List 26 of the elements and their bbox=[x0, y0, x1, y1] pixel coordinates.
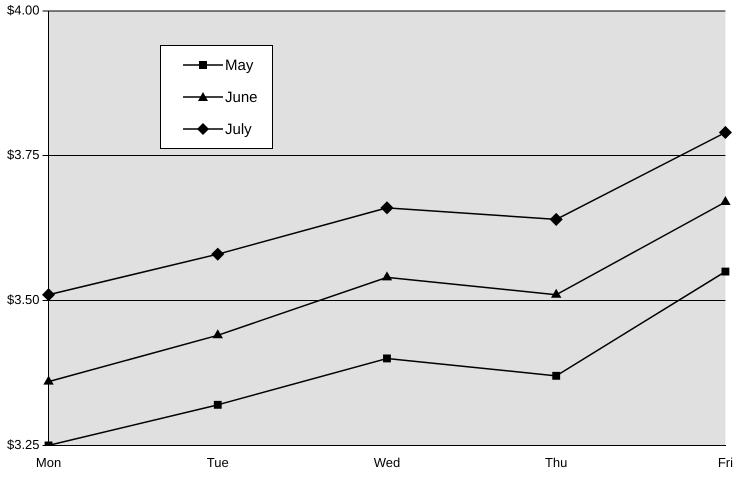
y-tick-label: $3.75 bbox=[6, 147, 40, 162]
legend-label: June bbox=[225, 88, 258, 106]
x-tick-label: Tue bbox=[206, 454, 229, 470]
point bbox=[552, 289, 561, 298]
point bbox=[44, 376, 54, 385]
x-tick-label: Mon bbox=[36, 454, 62, 470]
point bbox=[214, 400, 222, 409]
y-tick-label: $3.50 bbox=[6, 292, 40, 308]
legend-label: May bbox=[225, 56, 254, 74]
point bbox=[42, 288, 55, 301]
legend-label: July bbox=[225, 120, 252, 138]
y-tick-label: $3.25 bbox=[6, 436, 40, 452]
point bbox=[212, 248, 224, 260]
point bbox=[383, 354, 391, 362]
point bbox=[382, 272, 392, 280]
y-tick-label: $4.00 bbox=[6, 2, 40, 18]
point bbox=[550, 213, 562, 226]
point bbox=[380, 202, 394, 214]
point bbox=[719, 126, 732, 139]
point bbox=[552, 372, 560, 380]
point bbox=[720, 196, 730, 206]
point bbox=[213, 330, 222, 338]
x-tick-label: Thu bbox=[544, 454, 568, 470]
point bbox=[721, 268, 730, 276]
x-tick-label: Wed bbox=[374, 454, 400, 470]
x-tick-label: Fri bbox=[718, 454, 734, 470]
